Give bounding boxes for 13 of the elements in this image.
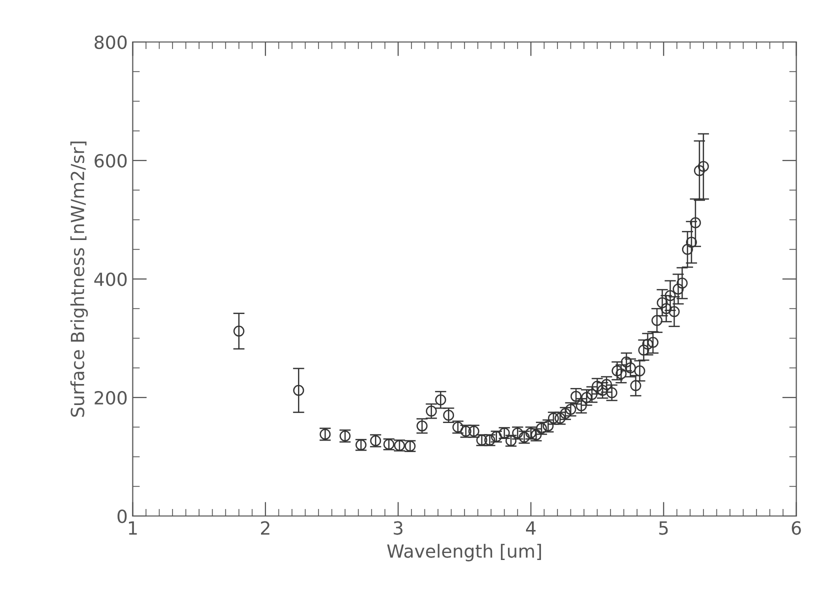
y-tick-label: 0	[118, 509, 127, 524]
y-tick-label: 800	[94, 35, 127, 50]
y-tick-label: 600	[94, 154, 127, 168]
y-tick-label: 400	[94, 272, 127, 286]
x-tick-label: 3	[394, 521, 402, 535]
x-tick-label: 4	[526, 521, 536, 535]
x-tick-label: 5	[659, 521, 668, 535]
y-tick-label: 200	[94, 390, 127, 405]
x-tick-label: 2	[261, 521, 270, 535]
x-axis-title: Wavelength [um]	[387, 544, 541, 562]
x-tick-label: 6	[792, 521, 801, 535]
x-tick-label: 1	[128, 521, 137, 535]
y-axis-title: Surface Brightness [nW/m2/sr]	[70, 142, 88, 417]
